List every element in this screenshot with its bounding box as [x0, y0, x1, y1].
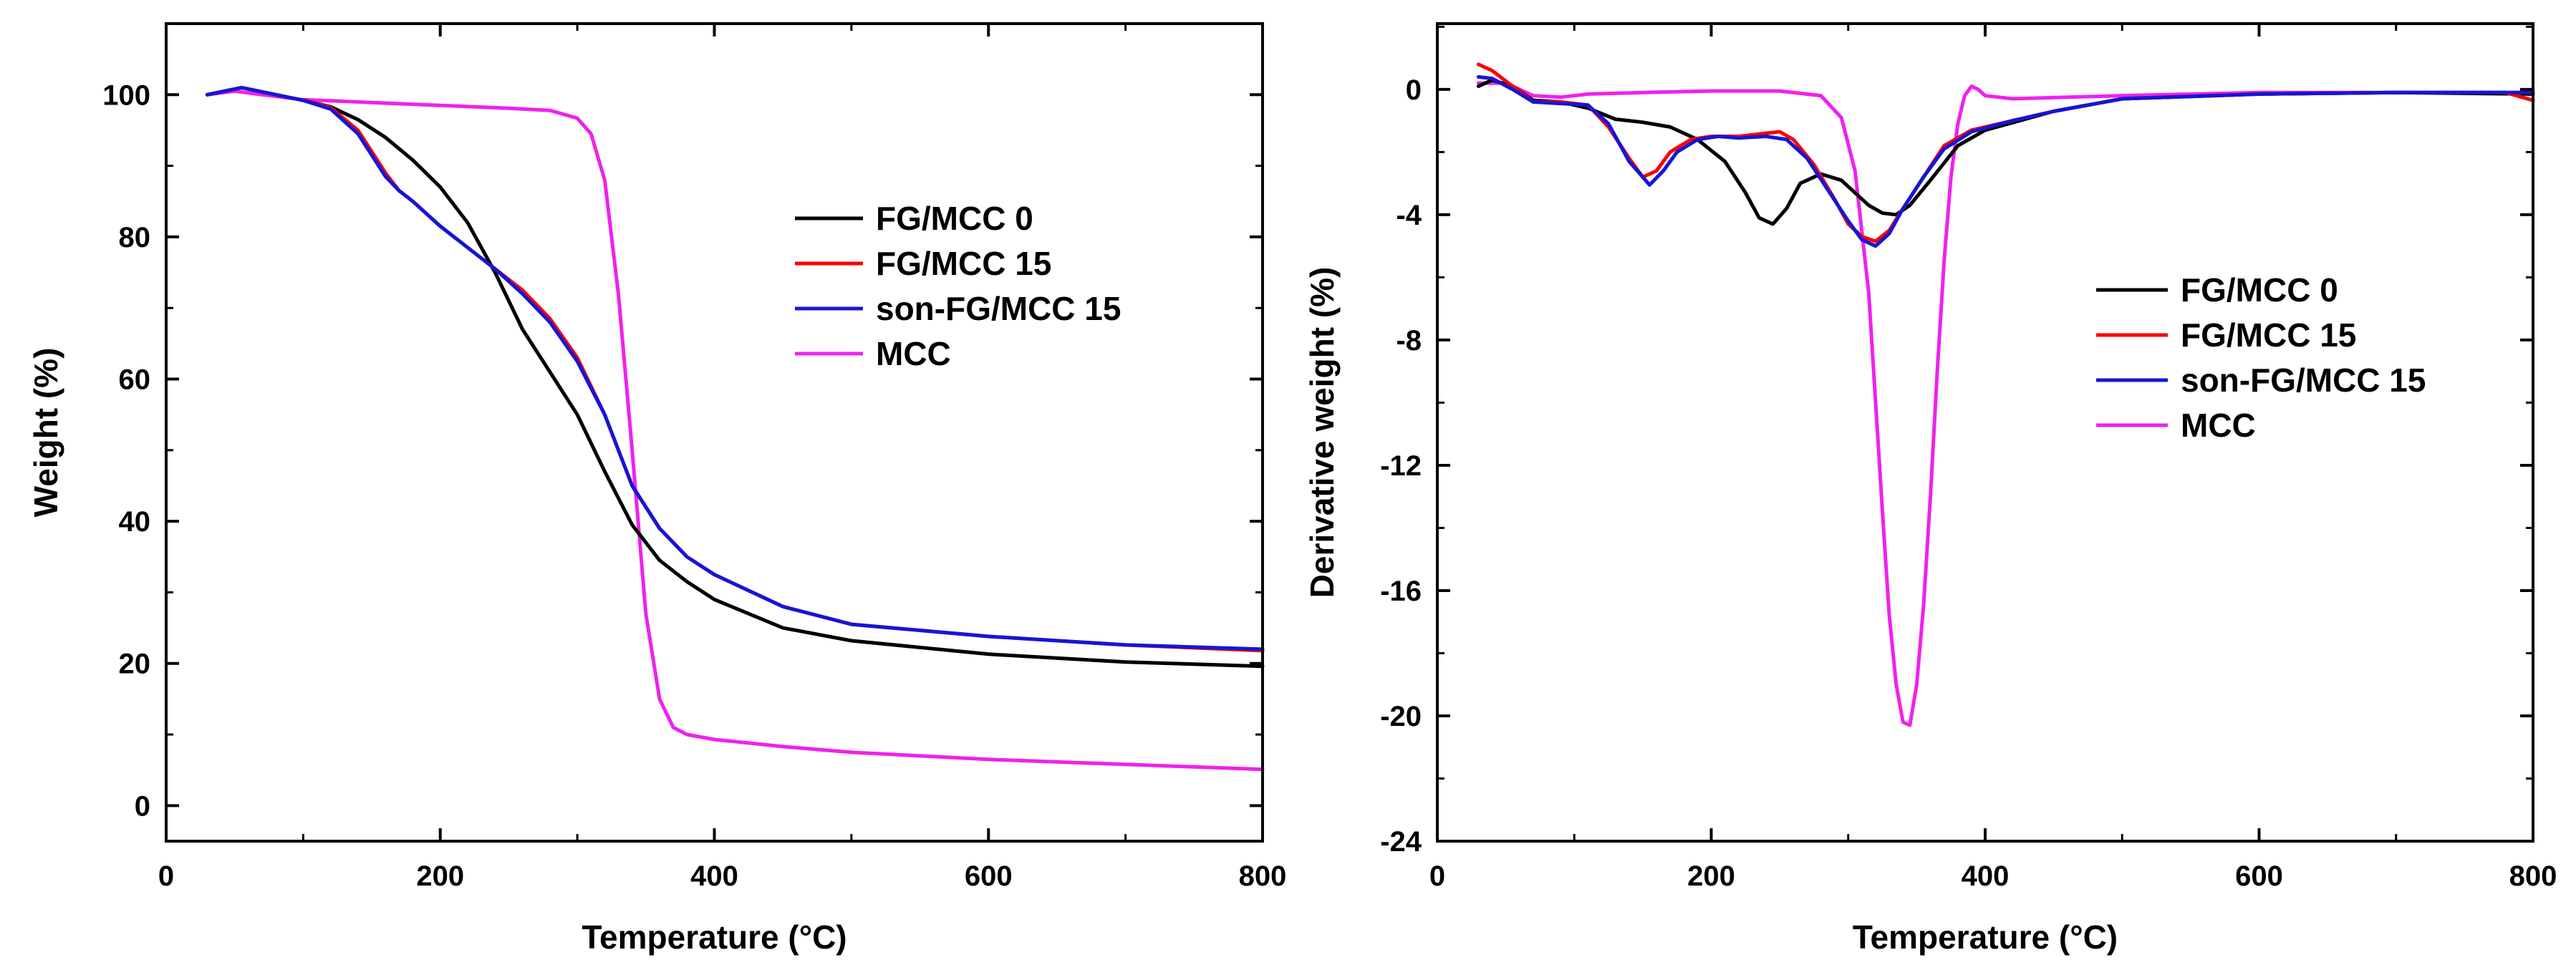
x-axis-ticks: 0 200 400 600 800 — [1429, 24, 2557, 892]
x-tick-label: 0 — [1429, 860, 1445, 892]
weight-panel: 0 200 400 600 800 0 20 40 60 80 100 Temperature (°C… — [27, 22, 1287, 956]
y-tick-label: 40 — [119, 506, 151, 538]
legend-label-mcc: MCC — [2181, 407, 2256, 444]
y-tick-label: 80 — [119, 222, 151, 253]
y-tick-label: 20 — [119, 649, 151, 680]
series-line-mcc — [1476, 81, 2535, 727]
x-tick-label: 800 — [2509, 860, 2557, 892]
y-axis-ticks: 0 20 40 60 80 100 — [102, 79, 1263, 822]
x-tick-label: 200 — [416, 860, 464, 892]
series-lines — [205, 85, 1265, 772]
legend-label-fg-mcc-15: FG/MCC 15 — [2181, 316, 2356, 354]
x-tick-label: 200 — [1687, 860, 1735, 892]
legend-label-son-fg-mcc-15: son-FG/MCC 15 — [2181, 362, 2426, 399]
legend-label-fg-mcc-0: FG/MCC 0 — [876, 200, 1033, 237]
y-axis-title: Derivative weight (%) — [1303, 267, 1341, 598]
y-tick-label: -4 — [1396, 200, 1422, 231]
legend: FG/MCC 0 FG/MCC 15 son-FG/MCC 15 MCC — [2096, 271, 2426, 444]
series-line-fg-mcc-0 — [205, 85, 1265, 669]
y-axis-title: Weight (%) — [27, 348, 64, 518]
legend-label-fg-mcc-0: FG/MCC 0 — [2181, 271, 2338, 309]
x-tick-label: 0 — [158, 860, 174, 892]
x-tick-label: 800 — [1239, 860, 1287, 892]
legend-label-fg-mcc-15: FG/MCC 15 — [876, 245, 1051, 282]
series-line-fg-mcc-15 — [205, 85, 1265, 653]
y-tick-label: -20 — [1380, 701, 1422, 732]
x-axis-title: Temperature (°C) — [1853, 918, 2118, 956]
y-tick-label: -24 — [1380, 826, 1422, 858]
y-tick-label: 0 — [135, 790, 150, 822]
series-line-fg-mcc-0 — [1476, 78, 2535, 226]
x-tick-label: 600 — [965, 860, 1013, 892]
y-tick-label: -12 — [1380, 450, 1422, 482]
x-axis-ticks: 0 200 400 600 800 — [158, 24, 1287, 892]
legend: FG/MCC 0 FG/MCC 15 son-FG/MCC 15 MCC — [795, 200, 1121, 372]
y-tick-label: 60 — [119, 364, 151, 396]
x-tick-label: 600 — [2235, 860, 2283, 892]
x-tick-label: 400 — [1962, 860, 2010, 892]
y-tick-label: -16 — [1380, 576, 1422, 607]
legend-label-son-fg-mcc-15: son-FG/MCC 15 — [876, 290, 1121, 327]
series-line-son-fg-mcc-15 — [205, 85, 1265, 651]
plot-frame — [165, 22, 1264, 843]
legend-label-mcc: MCC — [876, 335, 951, 372]
y-tick-label: 0 — [1406, 74, 1422, 106]
derivative-weight-panel: 0 200 400 600 800 0 -4 -8 -12 -16 -20 -24 Temperatur… — [1303, 22, 2557, 956]
y-axis-ticks: 0 -4 -8 -12 -16 -20 -24 — [1380, 25, 2533, 858]
y-tick-label: 100 — [102, 79, 150, 111]
series-line-son-fg-mcc-15 — [1476, 74, 2535, 248]
series-lines — [1476, 62, 2535, 727]
series-line-mcc — [205, 89, 1265, 772]
plot-frame — [1436, 22, 2534, 843]
x-tick-label: 400 — [690, 860, 738, 892]
x-axis-title: Temperature (°C) — [582, 918, 846, 956]
y-tick-label: -8 — [1396, 325, 1422, 357]
